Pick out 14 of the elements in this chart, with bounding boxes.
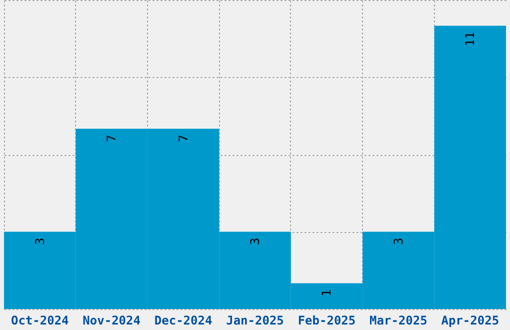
x-tick-label: Jan-2025: [226, 314, 284, 328]
x-tick-label: Apr-2025: [441, 314, 500, 328]
data-label: 3: [248, 238, 262, 245]
data-label: 1: [320, 289, 334, 296]
x-tick-label: Dec-2024: [154, 314, 212, 328]
data-label: 11: [463, 32, 478, 46]
x-tick-label: Oct-2024: [10, 314, 69, 328]
x-tick-label: Nov-2024: [82, 314, 140, 328]
x-tick-label: Mar-2025: [370, 314, 428, 328]
data-label: 7: [104, 134, 119, 142]
data-label: 3: [32, 238, 47, 245]
data-label: 3: [391, 238, 406, 245]
x-tick-label: Feb-2025: [298, 314, 356, 328]
data-label: 7: [176, 134, 190, 142]
